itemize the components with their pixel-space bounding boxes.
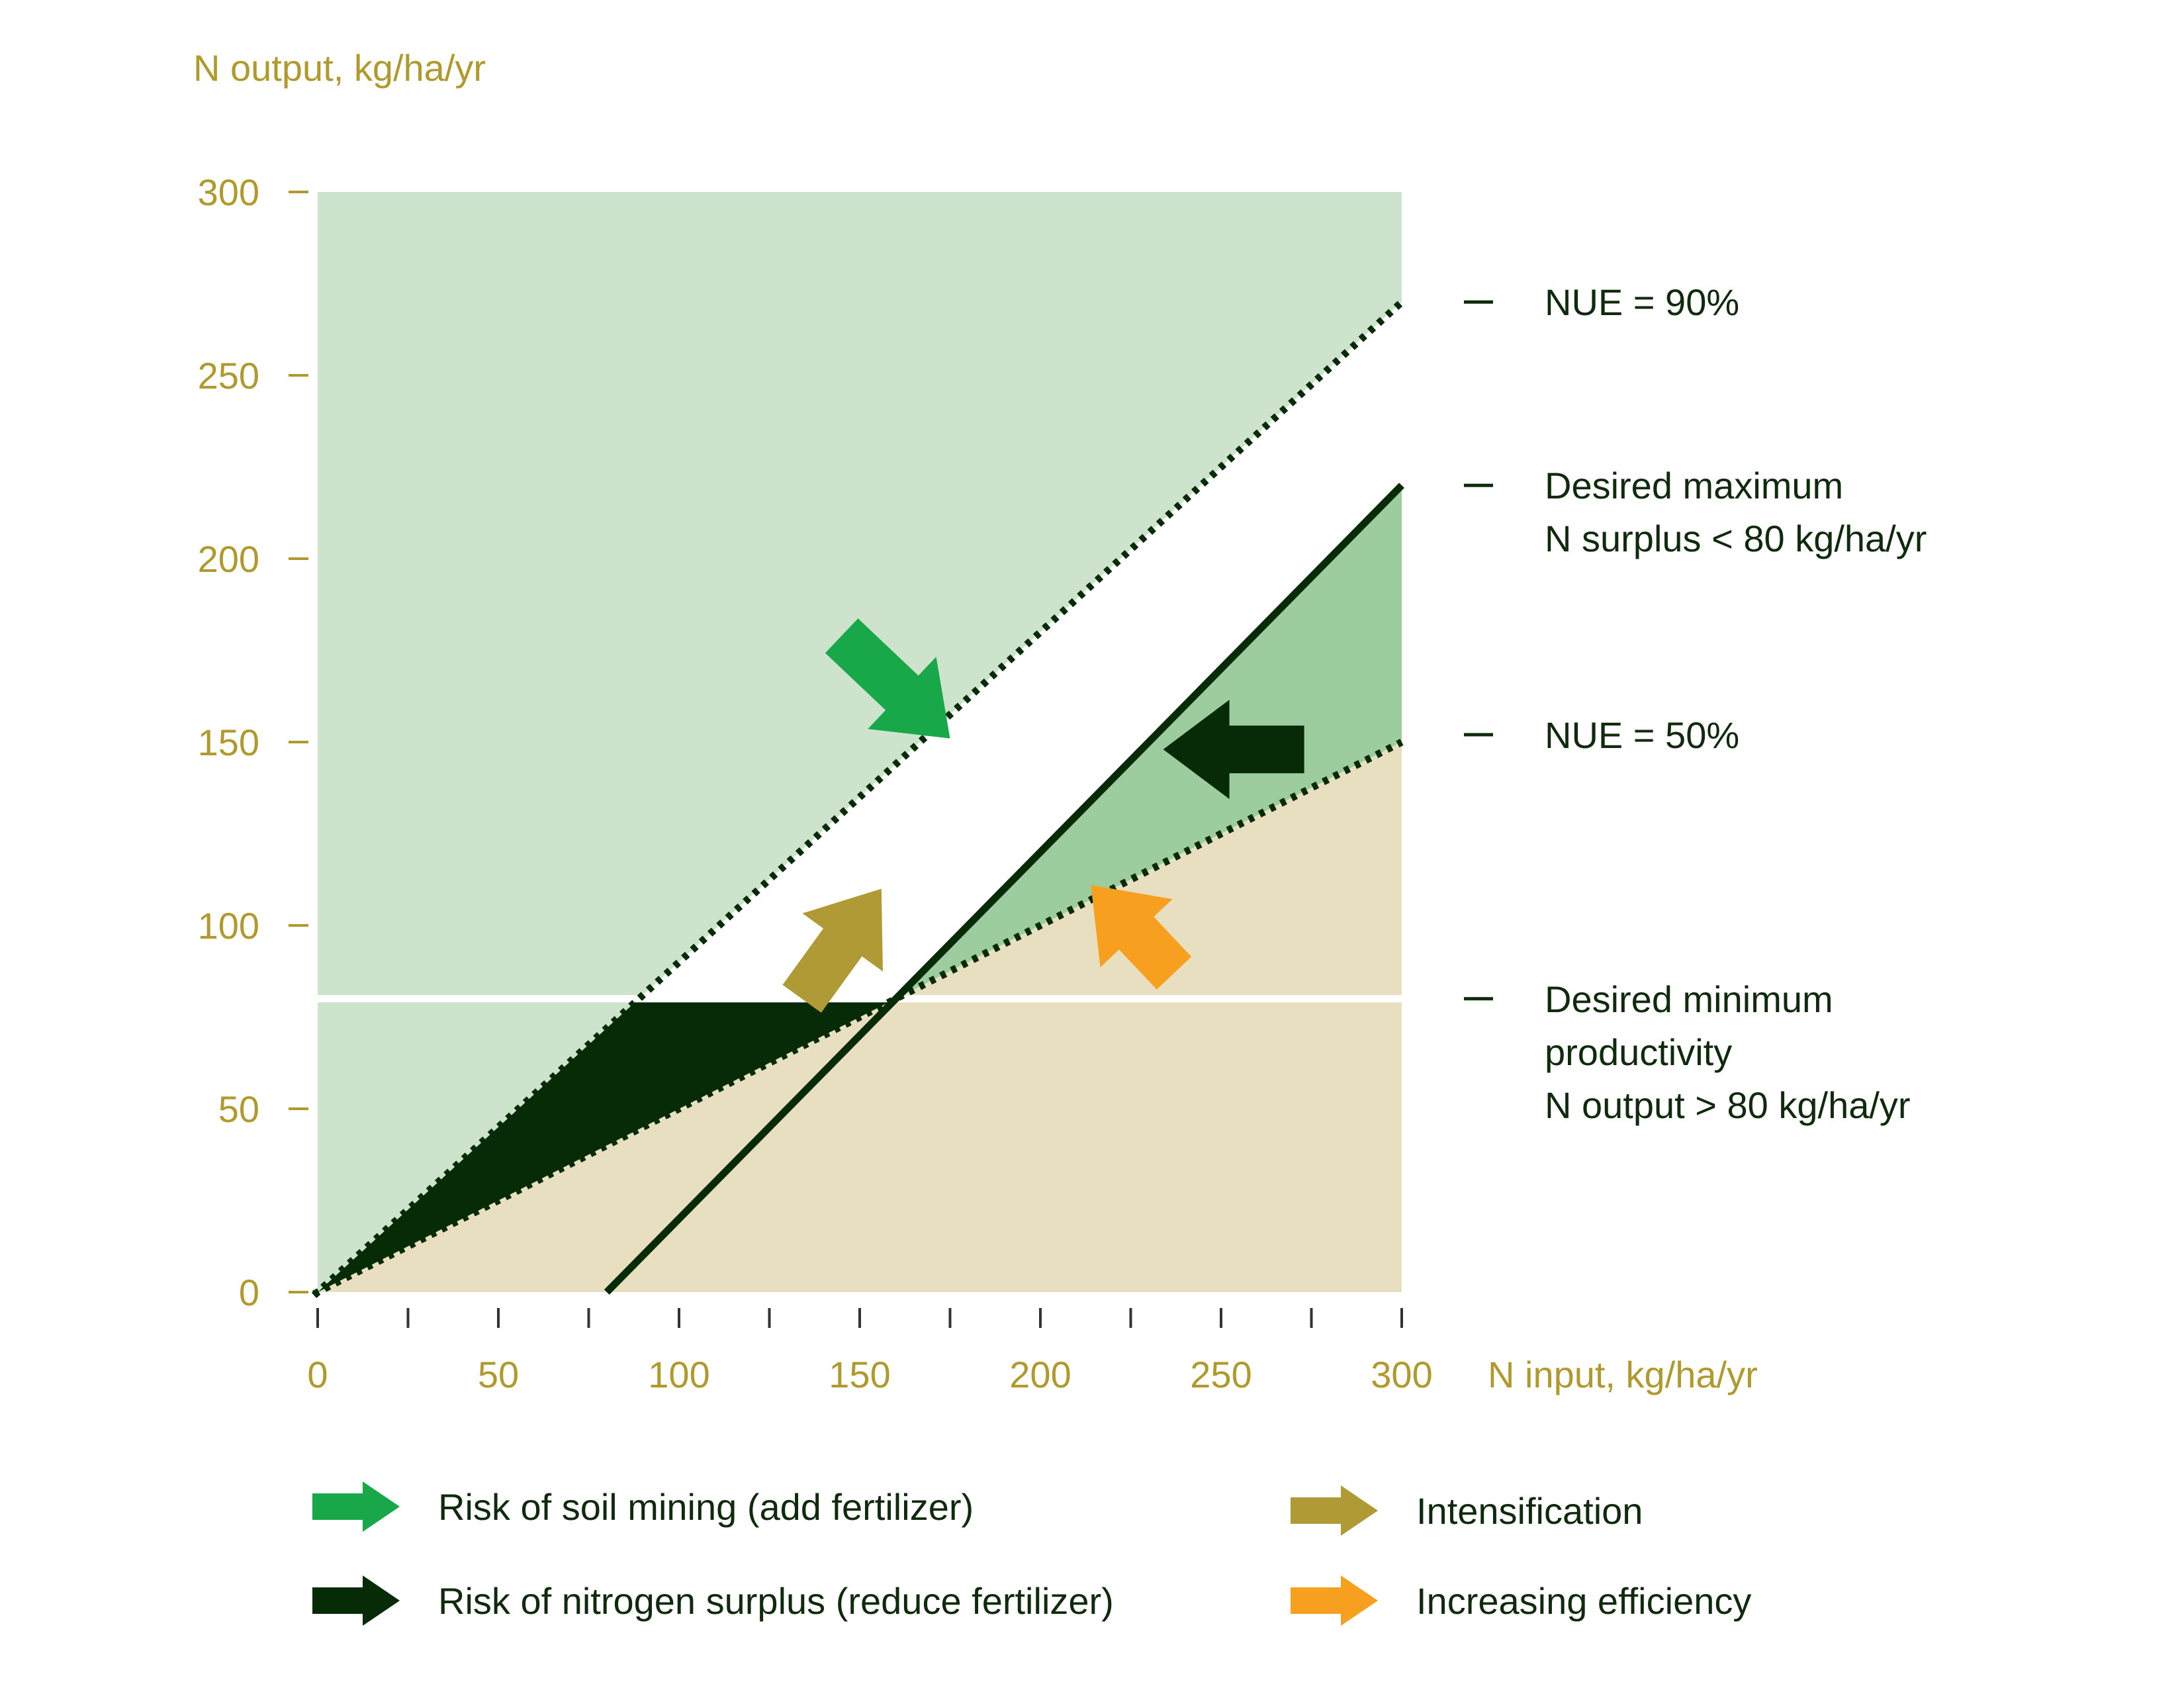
arrow-soil-mining <box>825 618 950 739</box>
chart-arrows <box>782 618 1304 1013</box>
x-tick-label: 0 <box>307 1354 328 1395</box>
y-tick-label: 300 <box>198 171 259 213</box>
arrow-nitrogen-surplus <box>1163 700 1304 800</box>
line-labels: NUE = 90% Desired maximum N surplus < 80 k… <box>1464 281 1927 1126</box>
max-surplus-line <box>604 483 1404 1295</box>
y-tick-label: 250 <box>198 355 259 397</box>
line-label-minprod: N output > 80 kg/ha/yr <box>1545 1084 1911 1126</box>
x-axis-label: N input, kg/ha/yr <box>1488 1354 1758 1395</box>
legend-label: Increasing efficiency <box>1416 1580 1751 1622</box>
line-label-maxsurplus: Desired maximum <box>1545 465 1843 506</box>
line-label-nue90: NUE = 90% <box>1545 281 1739 323</box>
region-low-productivity <box>318 998 896 1292</box>
legend-label: Intensification <box>1416 1490 1643 1532</box>
nue-90-line <box>311 299 1404 1299</box>
line-label-minprod: productivity <box>1545 1031 1732 1073</box>
y-tick-label: 50 <box>218 1088 259 1130</box>
x-tick-label: 100 <box>648 1354 709 1395</box>
legend-arrow <box>312 1481 400 1532</box>
chart-axes: 0 50 100 150 200 250 300 0 50 100 150 200 250 300 N ou… <box>193 47 1758 1395</box>
legend-label: Risk of soil mining (add fertilizer) <box>438 1486 974 1528</box>
nue-50-line <box>312 739 1404 1297</box>
chart-lines <box>311 299 1404 1299</box>
legend-arrow <box>1291 1575 1378 1626</box>
legend-arrow <box>312 1575 400 1626</box>
legend-arrow <box>1291 1485 1378 1536</box>
y-axis-label: N output, kg/ha/yr <box>193 47 486 89</box>
x-tick-label: 300 <box>1371 1354 1432 1395</box>
line-label-nue50: NUE = 50% <box>1545 714 1739 756</box>
y-tick-label: 100 <box>198 905 259 947</box>
arrow-increasing-efficiency <box>1091 885 1192 990</box>
legend: Risk of soil mining (add fertilizer) Risk… <box>312 1481 1751 1626</box>
y-tick-label: 0 <box>239 1272 259 1313</box>
y-tick-label: 150 <box>198 722 259 763</box>
region-above-nue90 <box>318 192 1402 1292</box>
line-label-minprod: Desired minimum <box>1545 978 1833 1020</box>
x-tick-label: 150 <box>829 1354 890 1395</box>
x-tick-label: 250 <box>1190 1354 1251 1395</box>
x-tick-label: 50 <box>478 1354 519 1395</box>
x-tick-label: 200 <box>1009 1354 1071 1395</box>
arrow-intensification <box>782 888 883 1013</box>
y-tick-label: 200 <box>198 538 259 580</box>
line-label-maxsurplus: N surplus < 80 kg/ha/yr <box>1545 518 1927 559</box>
legend-label: Risk of nitrogen surplus (reduce fertili… <box>438 1580 1114 1622</box>
